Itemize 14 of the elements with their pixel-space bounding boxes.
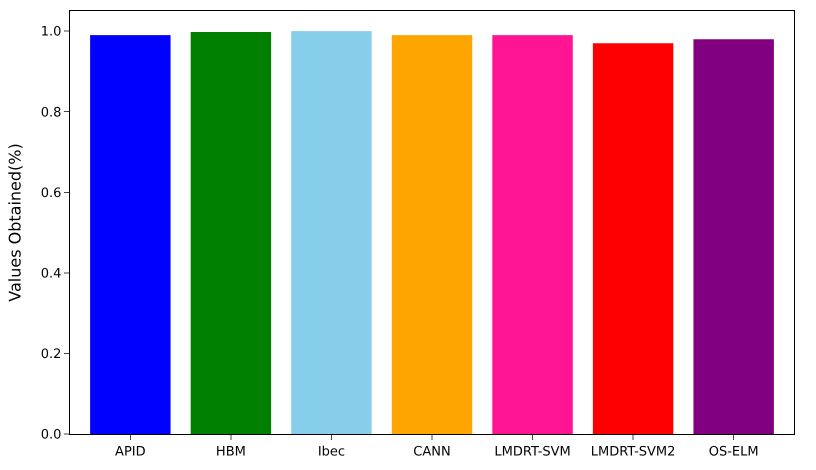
x-tick-label: APID [115, 444, 146, 460]
y-axis-title: Values Obtained(%) [6, 143, 25, 302]
y-tick-label: 0.4 [40, 266, 62, 282]
x-tick-label: LMDRT-SVM [494, 444, 571, 460]
x-tick-label: LMDRT-SVM2 [590, 444, 676, 460]
x-tick-label: CANN [413, 444, 451, 460]
y-tick-label: 0.2 [40, 346, 62, 362]
x-tick-label: HBM [216, 444, 246, 460]
y-tick-label: 0.6 [40, 186, 62, 201]
x-tick-label: OS-ELM [708, 444, 759, 460]
y-tick-label: 0.0 [40, 428, 62, 443]
y-tick-label: 1.0 [40, 24, 62, 40]
x-tick-label: Ibec [318, 444, 346, 460]
y-tick-label: 0.8 [40, 105, 62, 120]
